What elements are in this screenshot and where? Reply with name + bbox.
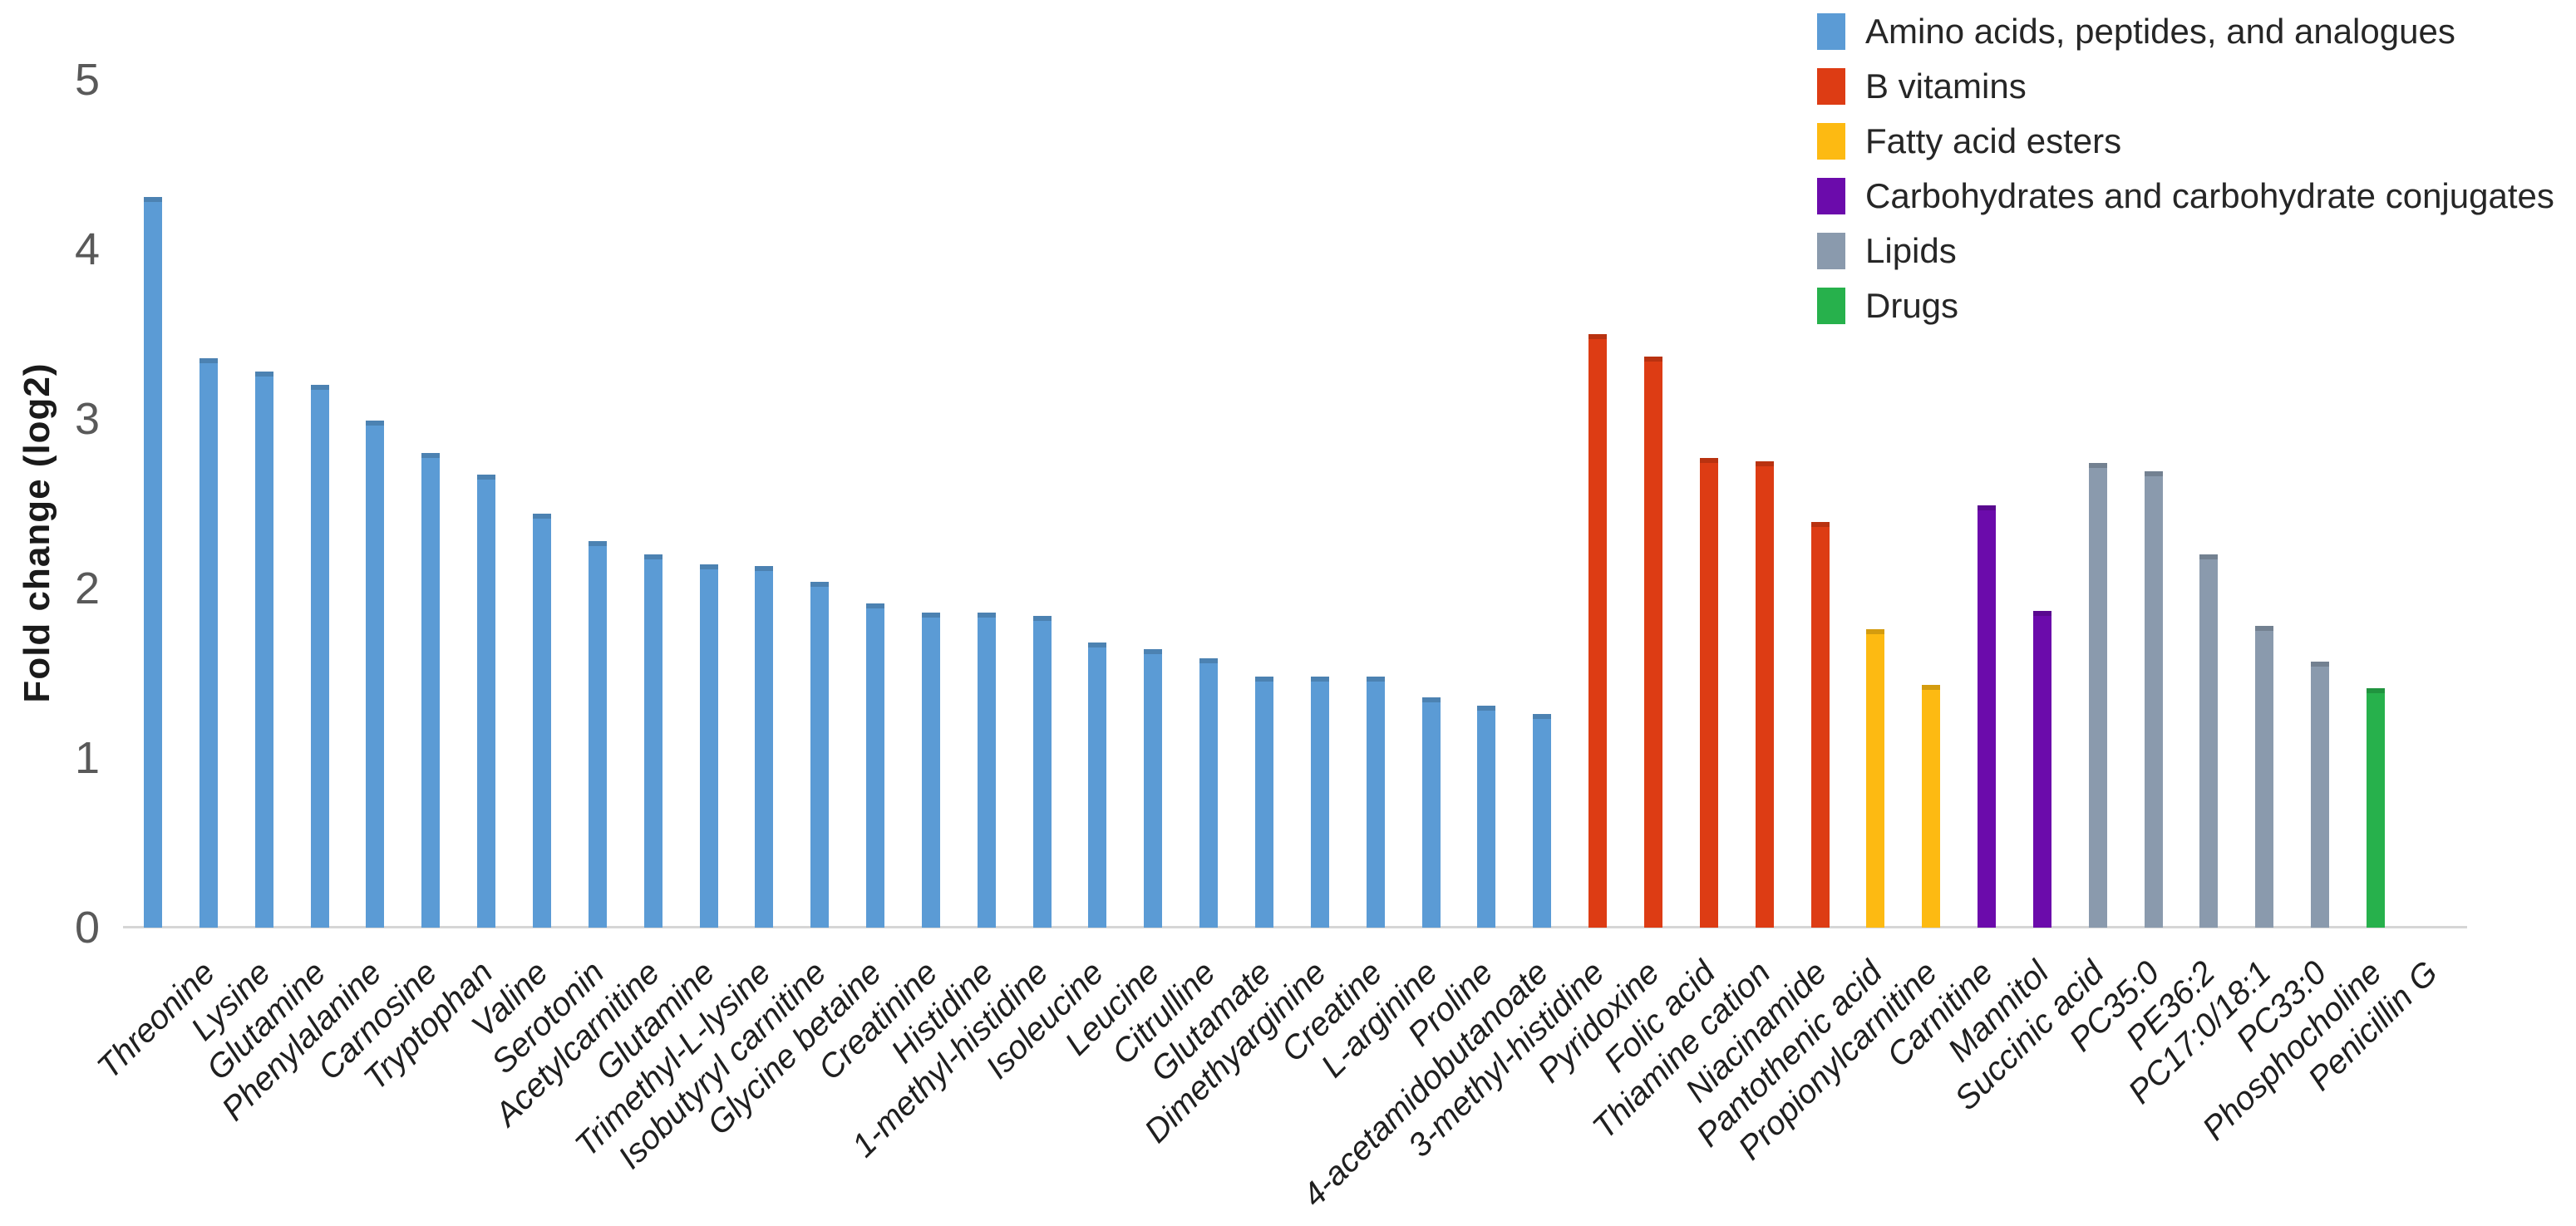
- bar-pyridoxine: [1588, 334, 1607, 928]
- legend-label: Fatty acid esters: [1865, 121, 2122, 160]
- bar-4-acetamidobutanoate: [1477, 706, 1495, 928]
- legend-label: B vitamins: [1865, 66, 2027, 106]
- bar-thiamine-cation: [1700, 458, 1718, 928]
- bar-histidine: [922, 613, 940, 928]
- legend-swatch: [1817, 288, 1845, 324]
- bar-lysine: [199, 358, 218, 928]
- legend-swatch: [1817, 178, 1845, 214]
- bar-creatine: [1311, 677, 1329, 928]
- legend-item-fatty-acid-esters: Fatty acid esters: [1817, 121, 2554, 160]
- bar-1-methyl-histidine: [978, 613, 996, 928]
- y-axis-title: Fold change (log2): [17, 362, 57, 703]
- bar-glutamine: [255, 372, 273, 928]
- bar-glutamine: [644, 554, 662, 928]
- y-tick-label-5: 5: [74, 55, 100, 105]
- bar-isobutyryl-carnitine: [755, 566, 773, 928]
- bar-proline: [1422, 697, 1441, 928]
- bar-penicillin-g: [2367, 688, 2385, 928]
- bar-phosphocholine: [2311, 662, 2329, 928]
- legend-item-b-vitamins: B vitamins: [1817, 66, 2554, 106]
- bar-propionylcarnitine: [1866, 629, 1884, 928]
- legend-swatch: [1817, 233, 1845, 269]
- legend-label: Carbohydrates and carbohydrate conjugate…: [1865, 176, 2554, 215]
- legend-item-amino-acids-peptides-and-analogues: Amino acids, peptides, and analogues: [1817, 12, 2554, 51]
- legend-label: Drugs: [1865, 286, 1959, 325]
- bar-niacinamide: [1756, 461, 1774, 928]
- bar-isoleucine: [1033, 616, 1052, 928]
- y-tick-label-1: 1: [74, 733, 100, 783]
- x-axis-line: [123, 926, 2467, 928]
- legend-item-lipids: Lipids: [1817, 231, 2554, 270]
- legend-label: Lipids: [1865, 231, 1957, 270]
- bar-folic-acid: [1644, 357, 1662, 928]
- bar-valine: [477, 475, 495, 928]
- bar-citrulline: [1144, 649, 1162, 928]
- bar-glutamate: [1199, 658, 1218, 928]
- bar-creatinine: [866, 603, 884, 928]
- legend-item-drugs: Drugs: [1817, 286, 2554, 325]
- bar-trimethyl-l-lysine: [700, 564, 718, 928]
- bar-pe36-2: [2145, 471, 2163, 928]
- bar-glycine-betaine: [810, 582, 829, 928]
- legend-swatch: [1817, 68, 1845, 105]
- y-tick-label-2: 2: [74, 564, 100, 613]
- legend-swatch: [1817, 13, 1845, 50]
- bar-carnosine: [366, 421, 384, 928]
- y-tick-label-3: 3: [74, 394, 100, 444]
- legend-swatch: [1817, 123, 1845, 160]
- bar-acetylcarnitine: [589, 541, 607, 928]
- bar-phenylalanine: [311, 385, 329, 928]
- bar-threonine: [144, 197, 162, 928]
- y-tick-label-0: 0: [74, 903, 100, 953]
- bar-succinic-acid: [2033, 611, 2051, 928]
- bar-serotonin: [533, 514, 551, 928]
- bar-pc33-0: [2255, 626, 2273, 928]
- bar-pantothenic-acid: [1811, 522, 1830, 928]
- bar-3-methyl-histidine: [1533, 714, 1551, 928]
- bar-pc17-0-18-1: [2199, 554, 2218, 928]
- bar-mannitol: [1978, 505, 1996, 928]
- bar-tryptophan: [421, 453, 440, 928]
- bar-leucine: [1088, 643, 1106, 928]
- legend-item-carbohydrates-and-carbohydrate-conjugates: Carbohydrates and carbohydrate conjugate…: [1817, 176, 2554, 215]
- bar-pc35-0: [2089, 463, 2107, 928]
- bar-dimethyarginine: [1255, 677, 1273, 928]
- legend-label: Amino acids, peptides, and analogues: [1865, 12, 2455, 51]
- legend: Amino acids, peptides, and analogues B vi…: [1817, 12, 2554, 342]
- bar-carnitine: [1922, 685, 1940, 928]
- bar-l-arginine: [1367, 677, 1385, 928]
- y-tick-label-4: 4: [74, 224, 100, 274]
